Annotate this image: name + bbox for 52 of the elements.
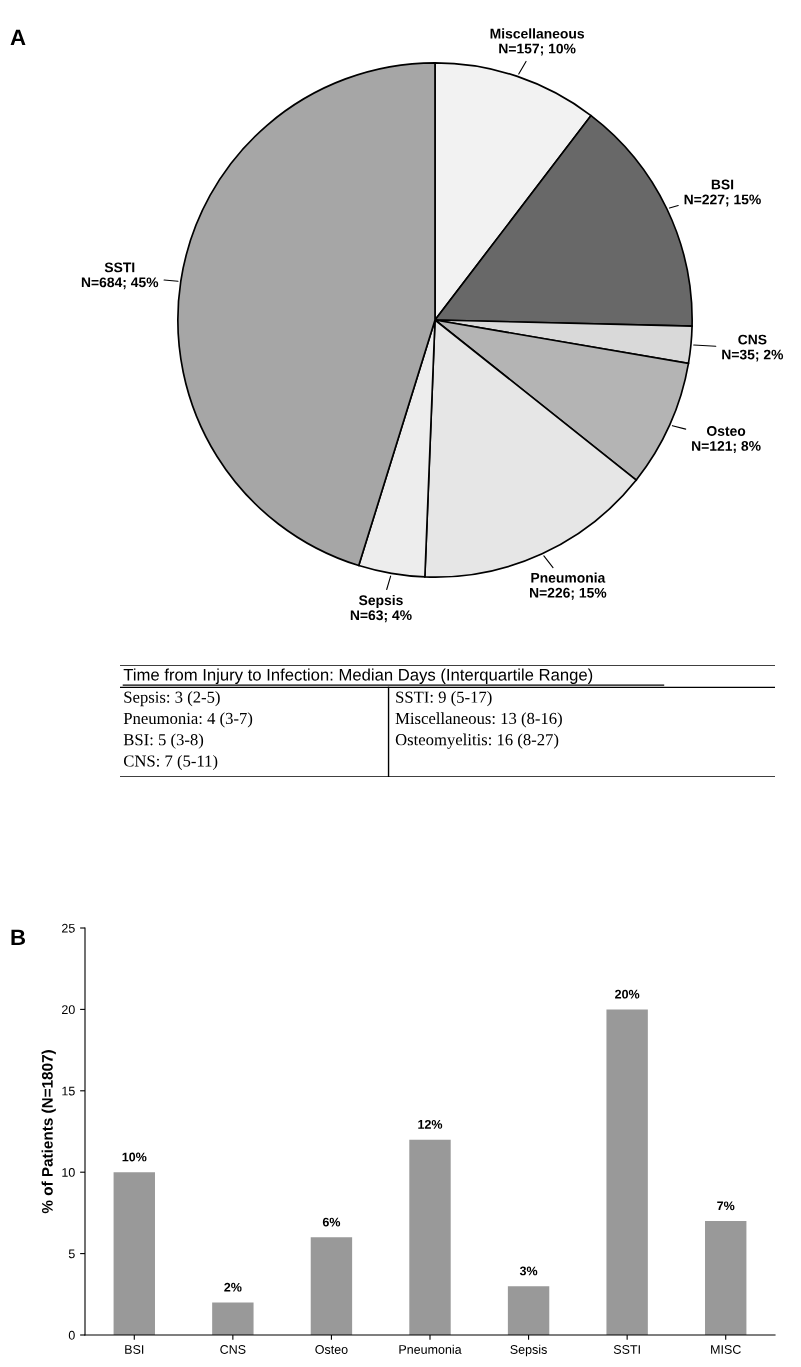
y-tick-label: 20 bbox=[62, 1005, 75, 1015]
bar bbox=[310, 1237, 353, 1335]
slice-label: CNS bbox=[738, 334, 767, 345]
y-tick-label: 5 bbox=[68, 1249, 75, 1259]
text: CNS: 7 (5-11) bbox=[123, 754, 218, 770]
data-label: 10% bbox=[122, 1152, 147, 1162]
bar bbox=[113, 1172, 155, 1335]
x-tick-label: Osteo bbox=[315, 1345, 348, 1354]
data-label: 7% bbox=[717, 1201, 735, 1211]
bar bbox=[212, 1302, 254, 1335]
y-tick-label: 0 bbox=[68, 1330, 75, 1340]
x-tick-label: CNS bbox=[220, 1345, 246, 1354]
text: Osteomyelitis: 16 (8-27) bbox=[395, 733, 559, 749]
x-tick-label: SSTI bbox=[613, 1345, 640, 1354]
data-label: 20% bbox=[615, 989, 640, 999]
slice-label: Sepsis bbox=[358, 594, 403, 608]
slice-label: Miscellaneous bbox=[490, 28, 585, 39]
chart-title: A bbox=[10, 29, 26, 45]
text: SSTI: 9 (5-17) bbox=[396, 691, 492, 707]
slice-label: BSI bbox=[711, 179, 734, 190]
text: Pneumonia: 4 (3-7) bbox=[123, 712, 253, 728]
bar bbox=[507, 1286, 550, 1335]
y-tick-label: 10 bbox=[62, 1168, 75, 1177]
data-label: N=157; 10% bbox=[499, 43, 576, 56]
data-label: N=35; 2% bbox=[722, 349, 784, 362]
bar bbox=[409, 1139, 451, 1335]
chart-title: B bbox=[11, 929, 26, 945]
text: Sepsis: 3 (2-5) bbox=[124, 691, 220, 707]
text: Miscellaneous: 13 (8-16) bbox=[395, 712, 562, 728]
data-label: 3% bbox=[519, 1266, 538, 1276]
bar bbox=[705, 1221, 747, 1335]
text: Time from Injury to Infection: Median Days (Interquartile Range) bbox=[123, 668, 593, 684]
y-tick-label: 25 bbox=[62, 923, 75, 933]
data-label: N=121; 8% bbox=[692, 441, 761, 453]
data-label: 6% bbox=[322, 1217, 341, 1227]
data-label: N=227; 15% bbox=[684, 194, 761, 207]
y-axis-title: % of Patients (N=1807) bbox=[41, 1050, 56, 1214]
x-tick-label: Pneumonia bbox=[399, 1344, 462, 1354]
x-tick-label: Sepsis bbox=[510, 1344, 547, 1357]
y-tick-label: 15 bbox=[62, 1086, 75, 1096]
data-label: N=63; 4% bbox=[350, 610, 412, 623]
slice-label: Osteo bbox=[706, 426, 746, 436]
data-label: N=684; 45% bbox=[81, 277, 159, 290]
data-label: 2% bbox=[224, 1282, 242, 1292]
slice-label: Pneumonia bbox=[531, 572, 606, 583]
bar bbox=[606, 1009, 648, 1335]
x-tick-label: BSI bbox=[125, 1345, 144, 1354]
data-label: N=226; 15% bbox=[530, 587, 607, 600]
slice-label: SSTI bbox=[104, 262, 135, 273]
x-tick-label: MISC bbox=[711, 1345, 741, 1354]
data-label: 12% bbox=[418, 1119, 443, 1129]
text: BSI: 5 (3-8) bbox=[123, 733, 204, 749]
